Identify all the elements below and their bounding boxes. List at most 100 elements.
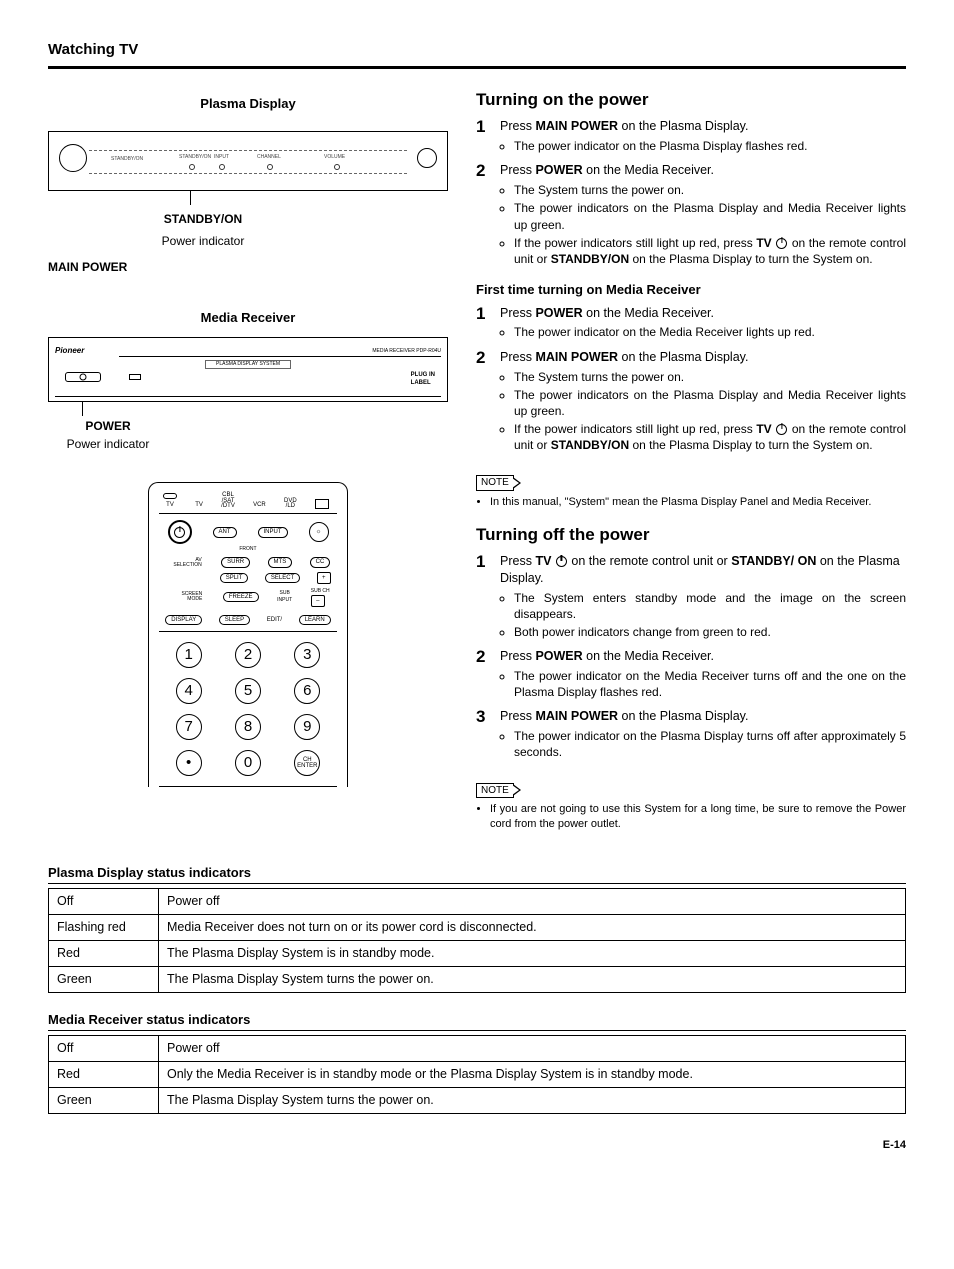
remote-num-dot: •: [176, 750, 202, 776]
remote-num-1: 1: [176, 642, 202, 668]
plasma-display-diagram: STANDBY/ON STANDBY/ON INPUT CHANNEL VOLU…: [48, 131, 448, 191]
bullet: The power indicators on the Plasma Displ…: [514, 387, 906, 419]
step-text: on the Plasma Display.: [618, 709, 748, 723]
table-cell: Power off: [159, 889, 906, 915]
step-text: on the Media Receiver.: [583, 649, 714, 663]
bullet: The power indicator on the Media Receive…: [514, 668, 906, 700]
step-number: 1: [476, 118, 492, 156]
step-text: Press: [500, 350, 535, 364]
remote-front-label: FRONT: [159, 546, 337, 553]
remote-plus: +: [317, 572, 331, 584]
table-cell: Off: [49, 1036, 159, 1062]
first-time-heading: First time turning on Media Receiver: [476, 281, 906, 299]
remote-num-6: 6: [294, 678, 320, 704]
turning-on-heading: Turning on the power: [476, 89, 906, 112]
plasma-display-label: Plasma Display: [48, 95, 448, 113]
step-number: 1: [476, 305, 492, 343]
sun-icon: ☼: [309, 522, 329, 542]
first-time-steps: 1 Press POWER on the Media Receiver. The…: [476, 305, 906, 456]
power-label: POWER: [48, 418, 168, 434]
step-text: Press: [500, 119, 535, 133]
remote-num-5: 5: [235, 678, 261, 704]
media-receiver-label: Media Receiver: [48, 309, 448, 327]
step-text: Press: [500, 709, 535, 723]
left-column: Plasma Display STANDBY/ON STANDBY/ON INP…: [48, 89, 448, 846]
table-cell: Green: [49, 1088, 159, 1114]
table-cell: Only the Media Receiver is in standby mo…: [159, 1062, 906, 1088]
table-cell: The Plasma Display System turns the powe…: [159, 1088, 906, 1114]
step-number: 1: [476, 553, 492, 642]
bullet: The power indicator on the Media Receive…: [514, 324, 906, 340]
turning-off-steps: 1 Press TV on the remote control unit or…: [476, 553, 906, 763]
note-text: In this manual, "System" mean the Plasma…: [490, 495, 906, 510]
bullet: The power indicators on the Plasma Displ…: [514, 200, 906, 232]
turning-on-steps: 1 Press MAIN POWER on the Plasma Display…: [476, 118, 906, 269]
media-power-indicator: Power indicator: [48, 436, 168, 452]
standbyon-mini: STANDBY/ON: [111, 156, 143, 163]
remote-input: INPUT: [258, 527, 288, 538]
bullet: If the power indicators still light up r…: [514, 421, 906, 453]
bullet: The power indicator on the Plasma Displa…: [514, 138, 906, 154]
remote-cc: CC: [310, 557, 331, 568]
step-bold: MAIN POWER: [535, 119, 618, 133]
remote-num-4: 4: [176, 678, 202, 704]
table-cell: The Plasma Display System is in standby …: [159, 941, 906, 967]
bullet: The power indicator on the Plasma Displa…: [514, 728, 906, 760]
turning-off-heading: Turning off the power: [476, 524, 906, 547]
plugin-label: PLUG INLABEL: [411, 371, 435, 387]
remote-mode-cbl: CBL/SAT/DTV: [221, 493, 235, 509]
table-cell: Power off: [159, 1036, 906, 1062]
step-bold: POWER: [535, 163, 582, 177]
remote-minus: –: [311, 595, 325, 607]
power-icon: [776, 424, 787, 435]
mid-label: PLASMA DISPLAY SYSTEM: [205, 360, 291, 369]
step-bold: POWER: [535, 306, 582, 320]
step-text: on the Plasma Display.: [618, 119, 748, 133]
plasma-status-title: Plasma Display status indicators: [48, 864, 906, 885]
media-receiver-diagram: Pioneer MEDIA RECEIVER PDP-R04U PLASMA D…: [48, 337, 448, 402]
step-text: Press: [500, 554, 535, 568]
step-bold: MAIN POWER: [535, 709, 618, 723]
bullet: Both power indicators change from green …: [514, 624, 906, 640]
remote-surr: SURR: [221, 557, 250, 568]
remote-num-9: 9: [294, 714, 320, 740]
remote-subch: SUB CH: [311, 588, 330, 595]
remote-tv-label: TV: [163, 501, 177, 509]
remote-learn: LEARN: [299, 615, 331, 626]
power-icon: [556, 556, 567, 567]
note-tag: NOTE: [476, 475, 514, 491]
remote-sub-label: SUBINPUT: [277, 590, 292, 604]
brand-label: Pioneer: [55, 346, 84, 357]
step-text: on the Plasma Display.: [618, 350, 748, 364]
remote-av-sel: AVSELECTION: [166, 558, 204, 568]
remote-edit: EDIT/: [267, 616, 282, 624]
remote-num-7: 7: [176, 714, 202, 740]
table-cell: Red: [49, 941, 159, 967]
note-text: If you are not going to use this System …: [490, 802, 906, 832]
remote-mode-vcr: VCR: [253, 501, 266, 509]
model-label: MEDIA RECEIVER PDP-R04U: [372, 348, 441, 355]
remote-sleep: SLEEP: [219, 615, 250, 626]
remote-num-2: 2: [235, 642, 261, 668]
remote-split: SPLIT: [220, 573, 249, 584]
remote-screen-mode: SCREENMODE: [166, 592, 204, 602]
step-bold: MAIN POWER: [535, 350, 618, 364]
remote-display: DISPLAY: [165, 615, 202, 626]
right-column: Turning on the power 1 Press MAIN POWER …: [476, 89, 906, 846]
bullet: The System turns the power on.: [514, 182, 906, 198]
plasma-status-table: OffPower off Flashing redMedia Receiver …: [48, 888, 906, 993]
remote-mode-dvd: DVD/LD: [284, 499, 297, 510]
table-cell: Green: [49, 966, 159, 992]
channel-mini: CHANNEL: [257, 154, 281, 161]
main-power-label: MAIN POWER: [48, 259, 448, 275]
page-number: E-14: [48, 1138, 906, 1153]
remote-num-3: 3: [294, 642, 320, 668]
step-number: 2: [476, 648, 492, 702]
remote-num-0: 0: [235, 750, 261, 776]
input-mini: INPUT: [214, 154, 229, 161]
remote-ch-enter: CHENTER: [294, 750, 320, 776]
standbyon-label: STANDBY/ON: [98, 211, 308, 227]
table-cell: Red: [49, 1062, 159, 1088]
remote-mode-tv: TV: [195, 501, 203, 509]
step-text: on the Media Receiver.: [583, 163, 714, 177]
